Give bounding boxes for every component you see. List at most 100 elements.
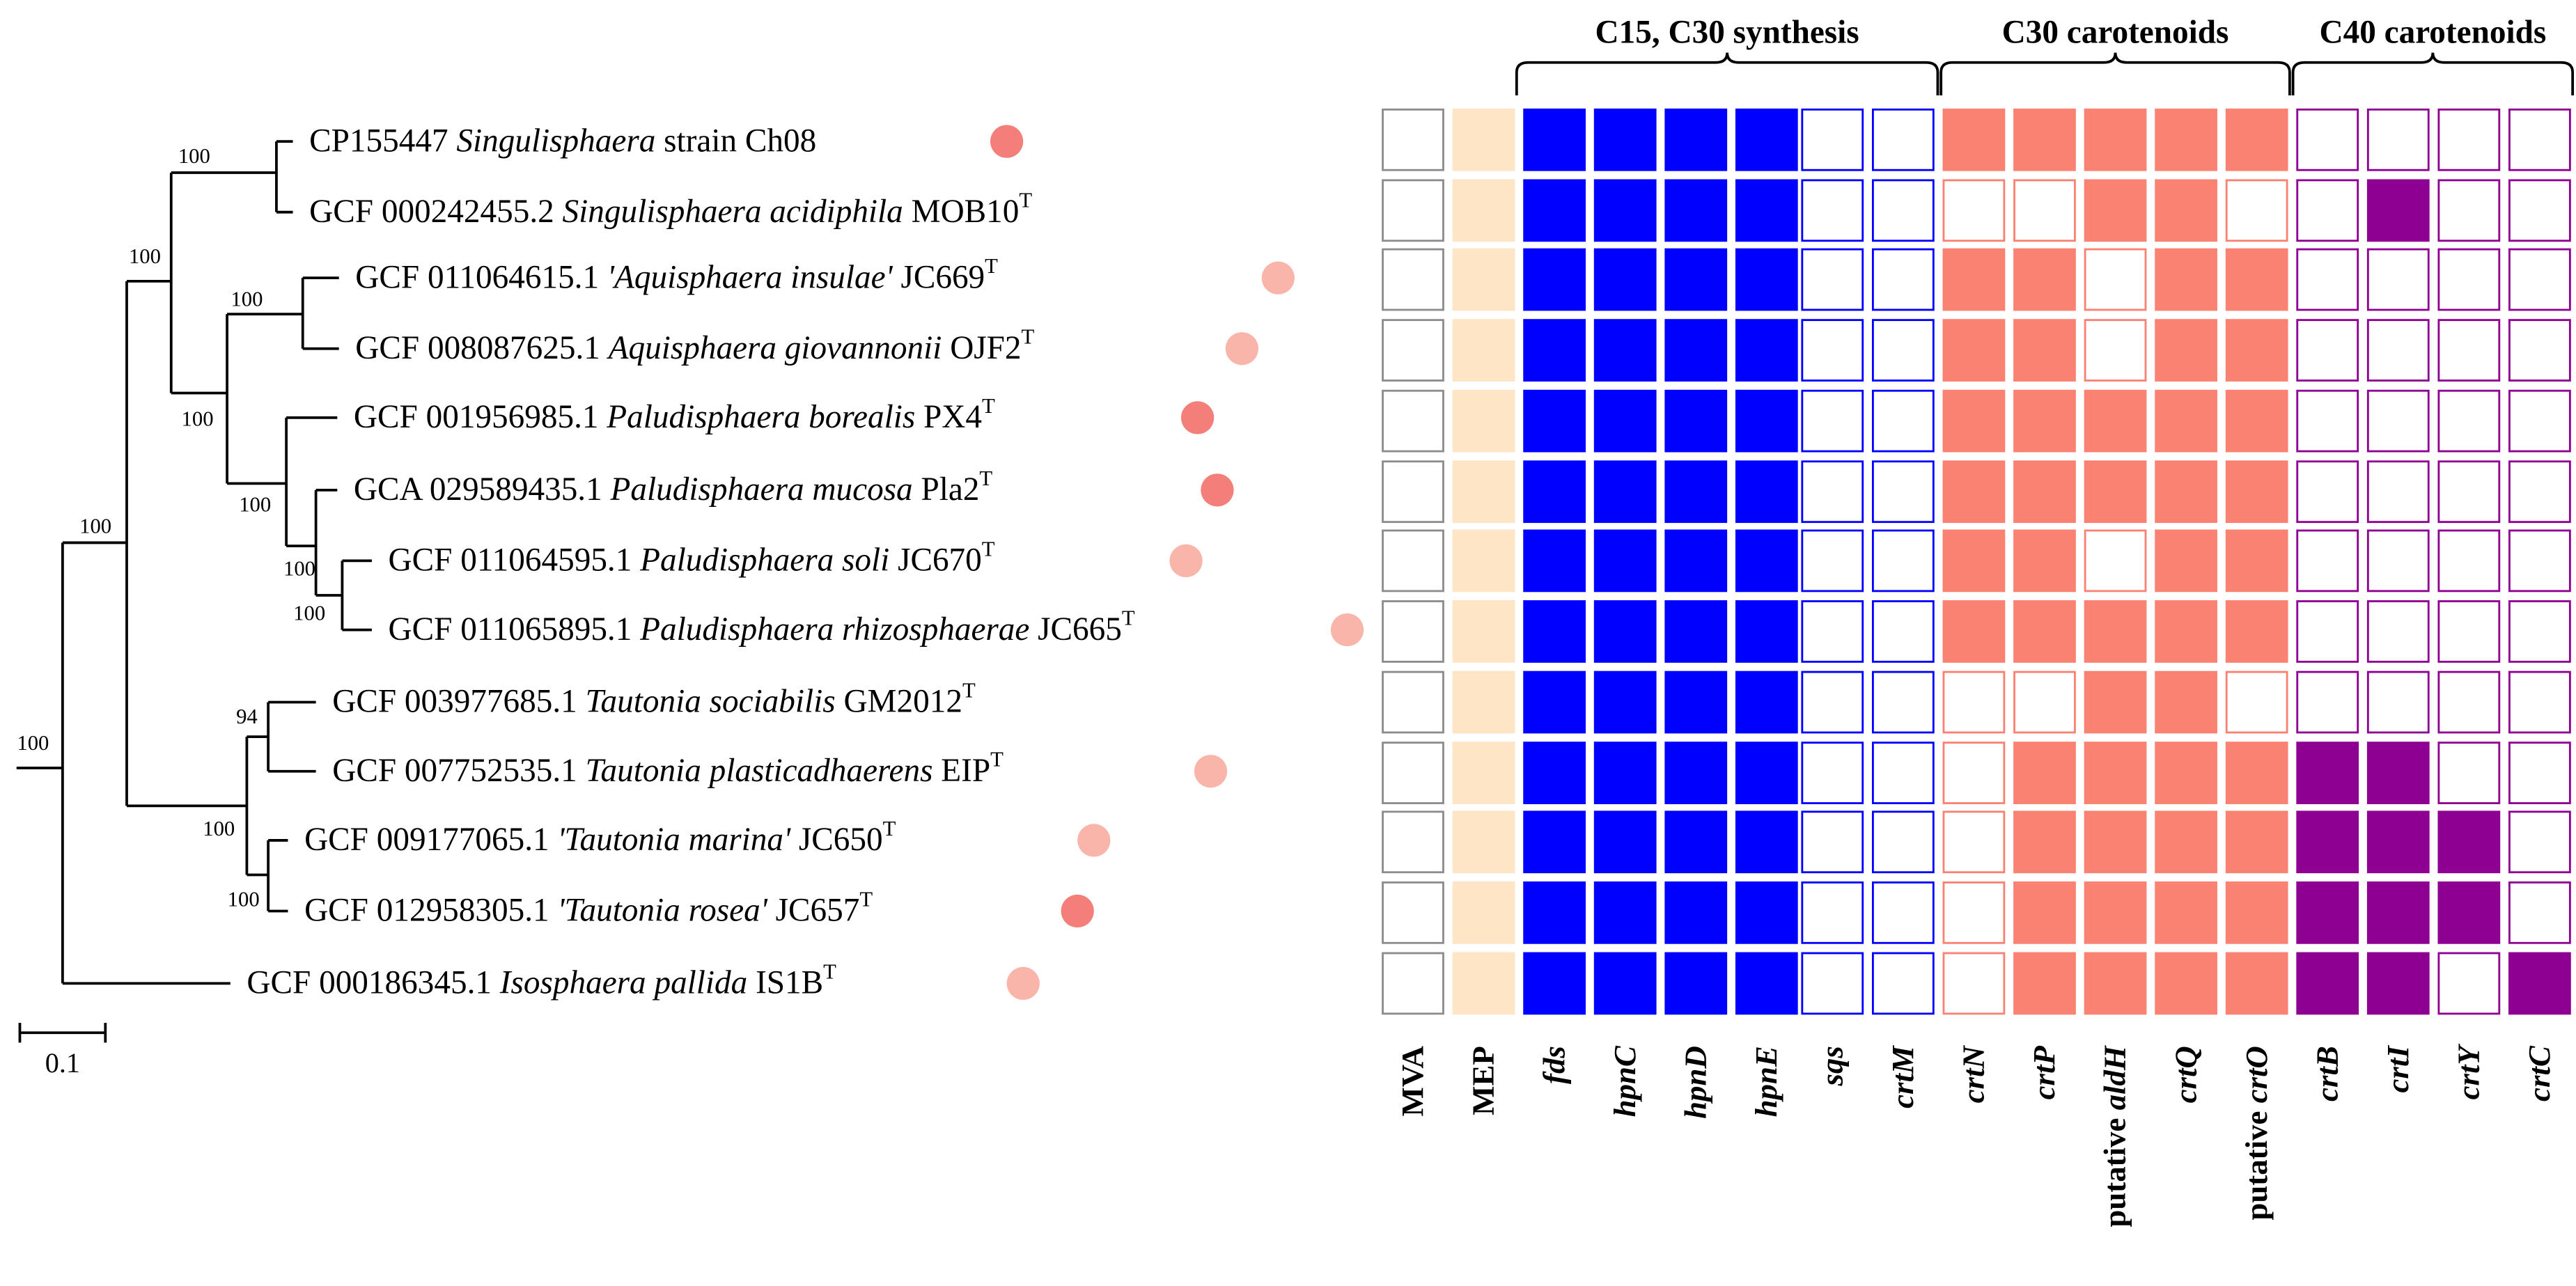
gene-cell [2084, 248, 2147, 311]
gene-cell [2013, 108, 2076, 171]
gene-cell [2508, 671, 2571, 734]
gene-cell [2084, 529, 2147, 593]
gene-cell [2437, 600, 2501, 663]
gene-column-label: crtN [1956, 1045, 1991, 1104]
gene-cell [1523, 319, 1586, 382]
gene-cell [1452, 319, 1515, 382]
gene-cell [1942, 952, 2006, 1015]
gene-cell [2296, 179, 2359, 242]
gene-cell [1382, 529, 1444, 593]
gene-cell [1382, 460, 1444, 524]
gene-cell [1382, 881, 1444, 944]
gene-cell [1801, 179, 1864, 242]
gene-cell [1523, 952, 1586, 1015]
gene-cell [1523, 529, 1586, 593]
gene-cell [1523, 810, 1586, 874]
gene-cell [1735, 460, 1798, 524]
gene-cell [2508, 529, 2571, 593]
gene-cell [1593, 742, 1657, 804]
bootstrap-value: 100 [178, 144, 210, 168]
gene-cell [2366, 319, 2430, 382]
gene-cell [2296, 952, 2359, 1015]
gene-cell [2013, 248, 2076, 311]
gene-cell [2155, 460, 2217, 524]
taxon-label: GCF 001956985.1 Paludisphaera borealis P… [354, 394, 995, 435]
gene-cell [1593, 600, 1657, 663]
pigmentation-dot [1330, 613, 1364, 647]
bootstrap-value: 100 [79, 514, 111, 538]
gene-cell [1664, 742, 1728, 804]
gene-cell [1593, 108, 1657, 171]
gene-cell [2296, 810, 2359, 874]
gene-cell [1801, 460, 1864, 524]
group-brace [2291, 52, 2575, 95]
gene-cell [1452, 248, 1515, 311]
gene-cell [2013, 952, 2076, 1015]
gene-cell [2296, 248, 2359, 311]
gene-column-label: crtB [2309, 1046, 2344, 1101]
gene-cell [1801, 952, 1864, 1015]
gene-cell [2013, 600, 2076, 663]
gene-cell [1942, 671, 2006, 734]
gene-cell [2155, 810, 2217, 874]
gene-cell [2366, 600, 2430, 663]
taxon-label: GCF 000242455.2 Singulisphaera acidiphil… [309, 189, 1032, 230]
gene-cell [2366, 671, 2430, 734]
gene-cell [2437, 319, 2501, 382]
gene-cell [1664, 952, 1728, 1015]
gene-cell [1452, 108, 1515, 171]
gene-cell [2508, 460, 2571, 524]
pigmentation-dot [1061, 894, 1094, 928]
gene-cell [1871, 319, 1935, 382]
gene-cell [2508, 600, 2571, 663]
gene-column-label: hpnE [1749, 1046, 1783, 1117]
bootstrap-value: 100 [283, 557, 315, 581]
gene-cell [1871, 460, 1935, 524]
gene-column-label: sqs [1814, 1046, 1849, 1086]
gene-cell [2437, 179, 2501, 242]
gene-cell [2508, 108, 2571, 171]
gene-cell [1871, 529, 1935, 593]
gene-cell [1735, 810, 1798, 874]
taxon-label: CP155447 Singulisphaera strain Ch08 [309, 123, 816, 159]
gene-cell [1664, 529, 1728, 593]
gene-cell [2508, 319, 2571, 382]
taxon-label: GCF 007752535.1 Tautonia plasticadhaeren… [332, 748, 1004, 789]
gene-cell [2225, 319, 2288, 382]
gene-cell [1801, 671, 1864, 734]
gene-cell [2013, 179, 2076, 242]
gene-cell [1664, 671, 1728, 734]
gene-cell [1871, 881, 1935, 944]
taxon-label: GCF 008087625.1 Aquisphaera giovannonii … [355, 325, 1034, 366]
gene-cell [1593, 179, 1657, 242]
gene-cell [1452, 600, 1515, 663]
gene-cell [1523, 671, 1586, 734]
gene-cell [2437, 529, 2501, 593]
gene-cell [2366, 529, 2430, 593]
gene-cell [2437, 460, 2501, 524]
gene-cell [1593, 248, 1657, 311]
gene-cell [2013, 742, 2076, 804]
group-brace [1939, 52, 2291, 95]
gene-cell [2155, 389, 2217, 453]
gene-cell [2225, 810, 2288, 874]
taxon-label: GCF 000186345.1 Isosphaera pallida IS1BT [247, 959, 836, 1001]
gene-cell [2437, 810, 2501, 874]
gene-cell [1735, 319, 1798, 382]
gene-cell [1452, 179, 1515, 242]
gene-cell [2084, 319, 2147, 382]
gene-cell [2225, 742, 2288, 804]
bootstrap-value: 100 [17, 731, 49, 755]
gene-cell [2013, 529, 2076, 593]
pigmentation-dot [1180, 401, 1215, 434]
gene-cell [2225, 600, 2288, 663]
gene-cell [2013, 460, 2076, 524]
gene-cell [1942, 389, 2006, 453]
gene-cell [1664, 108, 1728, 171]
gene-cell [2013, 389, 2076, 453]
group-brace [1515, 52, 1939, 95]
gene-cell [1382, 248, 1444, 311]
gene-cell [2225, 248, 2288, 311]
taxon-label: GCA 029589435.1 Paludisphaera mucosa Pla… [354, 466, 992, 508]
group-header-label: C15, C30 synthesis [1595, 14, 1859, 50]
